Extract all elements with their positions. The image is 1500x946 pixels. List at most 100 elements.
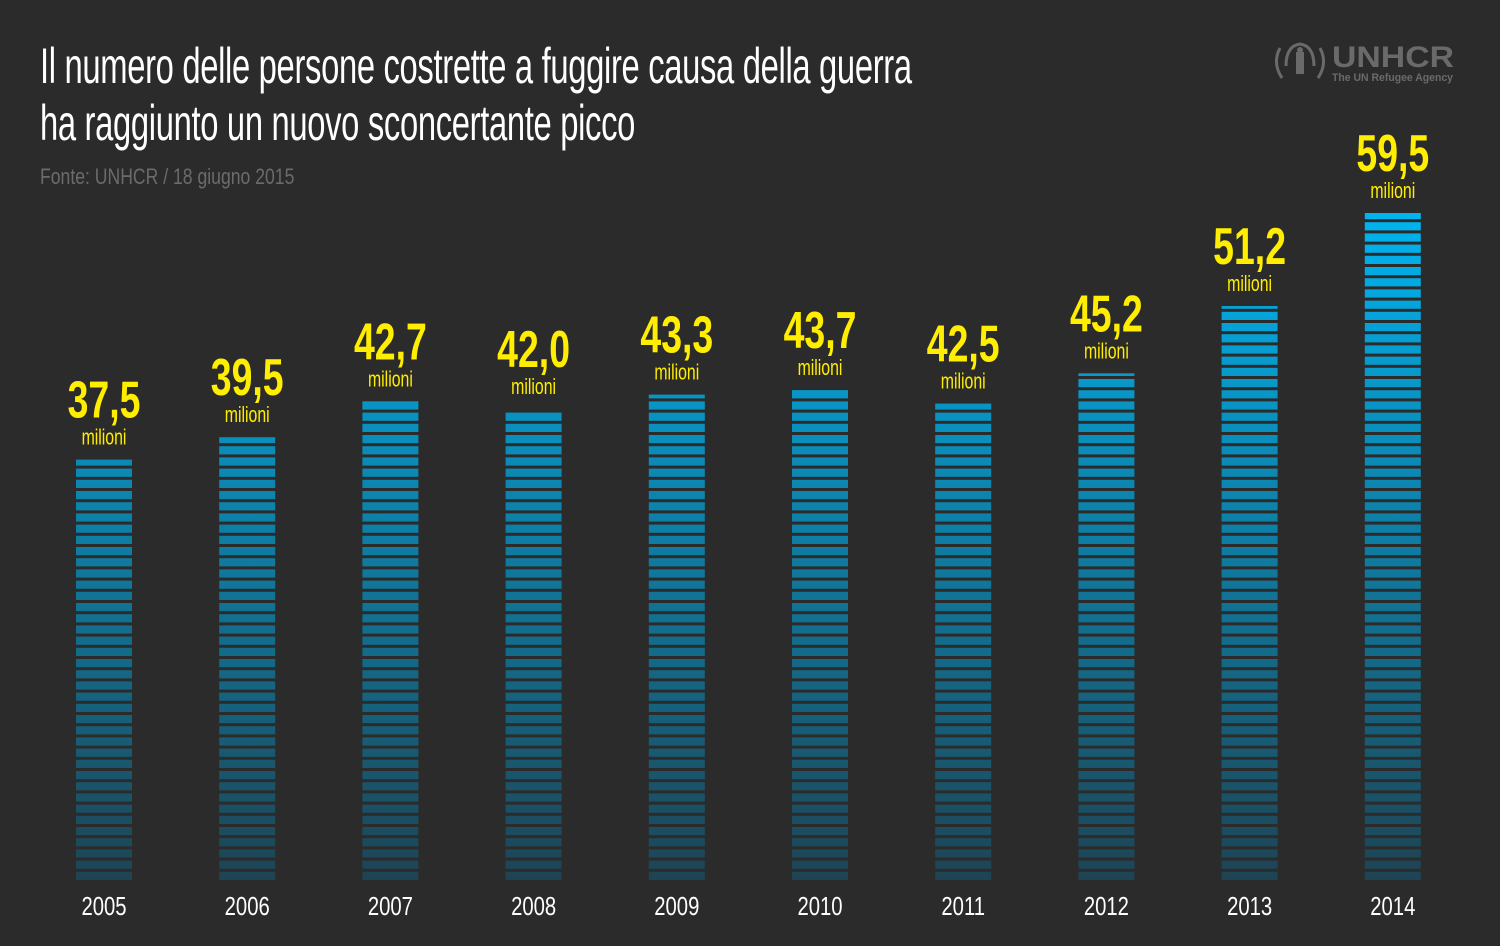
bar-segment: [792, 457, 848, 466]
bar-segment: [935, 726, 992, 735]
bar-segment: [505, 446, 562, 455]
bar-segment: [792, 491, 848, 500]
bar-segment: [362, 681, 419, 690]
bar-segment: [792, 782, 848, 791]
bar-segment: [76, 513, 132, 522]
bar-segment: [648, 603, 705, 612]
bar-segment: [648, 524, 705, 533]
bar-segment: [1364, 860, 1421, 869]
bar-segment: [792, 569, 848, 578]
bar-segment: [1221, 479, 1278, 488]
bar-segment: [792, 591, 848, 600]
bar-segment: [1221, 636, 1278, 645]
bar-segment: [648, 670, 705, 679]
bar-segment: [1221, 356, 1278, 365]
bar-segment: [76, 580, 132, 589]
bar-segment: [1221, 446, 1278, 455]
bar-segment: [792, 670, 848, 679]
bar-segment: [1364, 356, 1421, 365]
bar-segment: [1364, 670, 1421, 679]
bar-segment: [219, 524, 276, 533]
bar-segment: [362, 759, 419, 768]
bar-segment: [1364, 468, 1421, 477]
bar-segment: [505, 681, 562, 690]
bar-segment: [76, 860, 132, 869]
bar-segment: [648, 446, 705, 455]
bar-segment: [76, 558, 132, 567]
bar-segment: [1364, 401, 1421, 410]
bar-segment: [1221, 625, 1278, 634]
bar-segment: [505, 547, 562, 556]
bar-segment: [1364, 625, 1421, 634]
bar-segment: [1364, 815, 1421, 824]
bar-segment: [1221, 715, 1278, 724]
bar-segment: [792, 804, 848, 813]
bar-segment: [935, 446, 992, 455]
bar-segment: [792, 647, 848, 656]
bar-segment: [505, 782, 562, 791]
bar-segment: [76, 737, 132, 746]
bar-segment: [935, 681, 992, 690]
bar-segment: [648, 726, 705, 735]
unit-label: milioni: [368, 368, 413, 392]
bar-segment: [362, 491, 419, 500]
bar-segment: [648, 435, 705, 444]
bar-segment: [362, 614, 419, 623]
bar-segment: [76, 625, 132, 634]
bar-segment: [1364, 715, 1421, 724]
bar-segment: [362, 603, 419, 612]
bar-segment: [505, 603, 562, 612]
bar-segment: [1364, 771, 1421, 780]
bar-segment: [1364, 748, 1421, 757]
bar-segment: [219, 446, 276, 455]
bar-segment: [935, 759, 992, 768]
bar-segment: [505, 580, 562, 589]
bar-segment: [76, 838, 132, 847]
bar-segment: [1078, 681, 1135, 690]
bar-segment: [648, 838, 705, 847]
bar-segment: [792, 659, 848, 668]
bar-segment: [219, 793, 276, 802]
title-line-2: ha raggiunto un nuovo sconcertante picco: [40, 95, 636, 151]
bar-segment: [76, 793, 132, 802]
bar-segment: [76, 804, 132, 813]
bar-segment: [1364, 423, 1421, 432]
bar-segment: [648, 681, 705, 690]
bar-segment: [1221, 827, 1278, 836]
bar-segment: [1221, 804, 1278, 813]
bar-segment: [1364, 323, 1421, 332]
bar-segment: [219, 849, 276, 858]
bar-segment: [1221, 423, 1278, 432]
bar-segment: [219, 479, 276, 488]
bar-segment: [76, 591, 132, 600]
bar-segment: [1364, 502, 1421, 511]
bar-segment: [362, 871, 419, 880]
bar-segment: [792, 535, 848, 544]
bar-segment: [1364, 793, 1421, 802]
bar-segment: [792, 390, 848, 399]
bar-segment: [76, 871, 132, 880]
bar-segment: [219, 437, 276, 444]
bar-segment: [1364, 300, 1421, 309]
bar-segment: [362, 412, 419, 421]
bar-segment: [648, 479, 705, 488]
bar-segment: [1364, 222, 1421, 231]
bar-segment: [935, 670, 992, 679]
bar-segment: [219, 636, 276, 645]
bar-segment: [648, 771, 705, 780]
bar-segment: [362, 435, 419, 444]
bar-segment: [1364, 479, 1421, 488]
bar-segment: [935, 547, 992, 556]
value-label: 42,5: [927, 315, 1000, 374]
bar-segment: [1364, 703, 1421, 712]
bar-segment: [1364, 213, 1421, 220]
bar-segment: [362, 423, 419, 432]
bar-segment: [1078, 726, 1135, 735]
bar-segment: [1078, 748, 1135, 757]
bar-segment: [76, 502, 132, 511]
bar-segment: [362, 468, 419, 477]
logo-name: UNHCR: [1332, 41, 1454, 74]
bar-segment: [648, 793, 705, 802]
unit-label: milioni: [1227, 273, 1272, 297]
bar-segment: [935, 535, 992, 544]
